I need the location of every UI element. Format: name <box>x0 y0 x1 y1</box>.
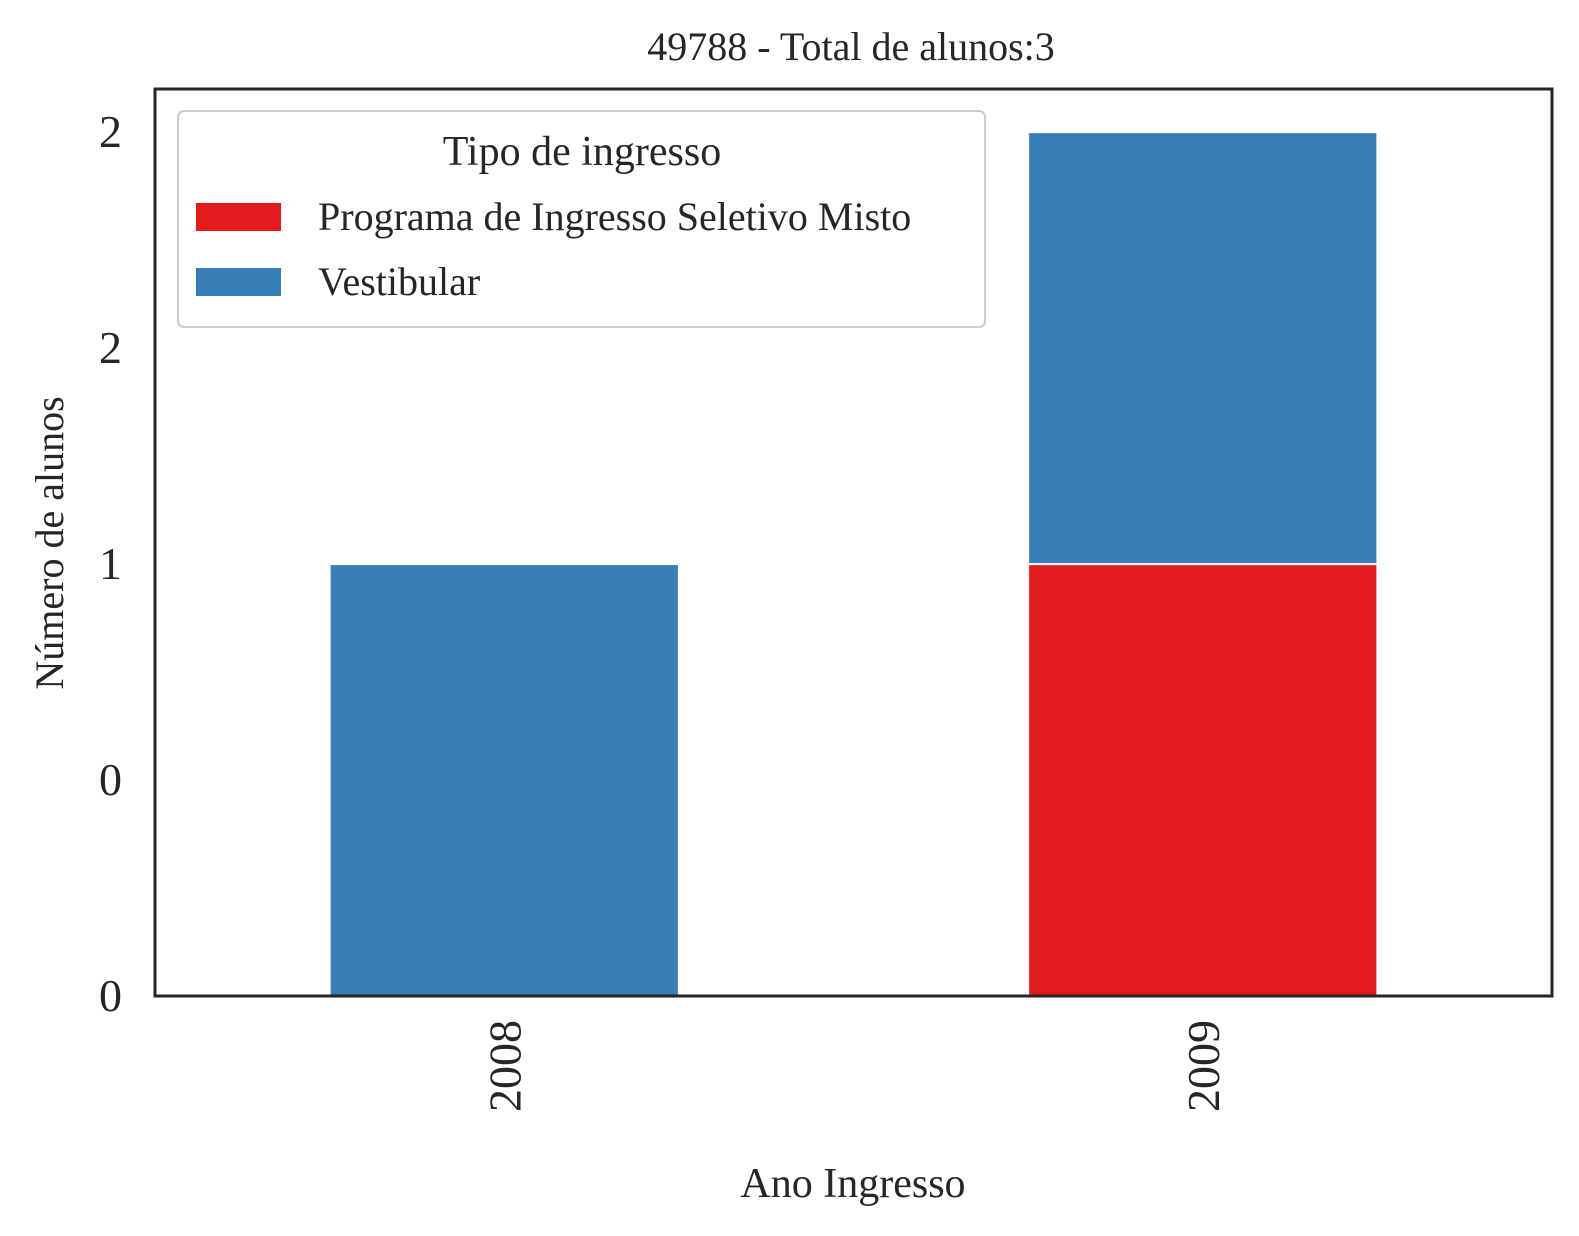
y-tick-label: 1 <box>99 538 122 589</box>
y-tick-label: 2 <box>99 322 122 373</box>
legend-swatch <box>196 268 281 296</box>
bar-2008-series-1 <box>328 563 680 997</box>
x-tick-label: 2008 <box>479 1020 530 1112</box>
legend-title: Tipo de ingresso <box>443 129 721 175</box>
legend: Tipo de ingresso Programa de Ingresso Se… <box>177 110 986 328</box>
bars <box>328 131 1379 997</box>
legend-label: Programa de Ingresso Seletivo Misto <box>318 194 911 239</box>
plot-frame <box>153 87 1554 998</box>
bar-2009-series-1 <box>1027 131 1379 566</box>
x-tick-label: 2009 <box>1178 1020 1229 1112</box>
x-axis-label: Ano Ingresso <box>740 1161 965 1207</box>
bar-2009-series-0 <box>1027 563 1379 997</box>
legend-box <box>177 110 986 328</box>
legend-swatch <box>196 203 281 231</box>
y-tick-label: 0 <box>99 754 122 805</box>
x-tick-labels: 2008 2009 <box>479 1020 1229 1112</box>
chart-title: 49788 - Total de alunos:3 <box>647 24 1055 69</box>
y-axis-label: Número de alunos <box>27 396 72 689</box>
y-tick-labels: 0 0 1 2 2 <box>99 106 122 1021</box>
legend-items: Programa de Ingresso Seletivo Misto Vesti… <box>196 194 911 304</box>
legend-label: Vestibular <box>318 259 480 304</box>
y-tick-label: 0 <box>99 970 122 1021</box>
y-tick-label: 2 <box>99 106 122 157</box>
